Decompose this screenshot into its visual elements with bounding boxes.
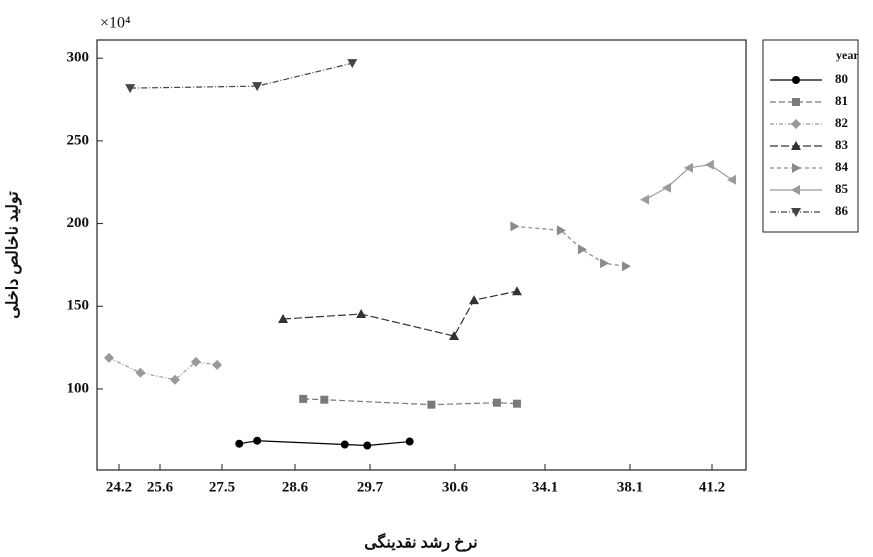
x-tick-label: 41.2 (699, 479, 725, 495)
marker (212, 359, 223, 370)
marker (727, 174, 737, 185)
marker (791, 141, 801, 150)
y-tick-label: 100 (67, 380, 90, 396)
marker (347, 59, 358, 69)
marker (469, 295, 480, 305)
marker (299, 394, 308, 403)
series-line (239, 440, 410, 447)
x-tick-label: 27.5 (209, 479, 235, 495)
marker (427, 400, 436, 409)
marker (792, 98, 800, 106)
marker (492, 398, 501, 407)
legend-label: 82 (835, 115, 848, 130)
marker (104, 352, 115, 363)
y-axis-label: تولید ناخالص داخلی (5, 191, 23, 319)
y-tick-label: 250 (67, 132, 90, 148)
marker (125, 84, 136, 94)
x-tick-label: 29.7 (357, 479, 384, 495)
x-tick-label: 25.6 (147, 479, 174, 495)
marker (791, 208, 801, 217)
marker (791, 185, 800, 195)
marker (512, 399, 521, 408)
marker (253, 436, 262, 445)
series-line (283, 290, 518, 337)
legend-title: year (836, 48, 859, 62)
marker (278, 314, 289, 324)
multiplier: ×10⁴ (100, 15, 131, 32)
x-axis-label: نرخ رشد نقدینگی (364, 533, 478, 553)
series-line (303, 398, 518, 406)
marker (405, 437, 414, 446)
marker (363, 441, 372, 450)
marker (252, 82, 263, 92)
marker (340, 440, 349, 449)
legend-label: 83 (835, 137, 849, 152)
marker (170, 374, 181, 385)
marker (704, 159, 714, 170)
plot-frame (96, 39, 747, 471)
y-tick-label: 200 (67, 215, 90, 231)
marker (662, 182, 672, 193)
marker (791, 119, 801, 129)
marker (235, 439, 244, 448)
y-tick-label: 300 (67, 50, 90, 66)
x-tick-label: 28.6 (282, 479, 309, 495)
y-tick-label: 150 (67, 298, 90, 314)
series-line (130, 62, 353, 89)
marker (320, 395, 329, 404)
marker (135, 367, 146, 378)
x-tick-label: 24.2 (106, 479, 132, 495)
marker (449, 331, 460, 341)
marker (683, 162, 693, 173)
marker (577, 244, 587, 255)
x-tick-label: 38.1 (617, 479, 643, 495)
series-line (108, 357, 218, 381)
x-tick-label: 34.1 (532, 479, 558, 495)
marker (792, 163, 801, 173)
marker (556, 225, 566, 236)
series-line (514, 225, 627, 267)
legend-label: 86 (835, 203, 849, 218)
legend-label: 80 (835, 71, 848, 86)
marker (511, 286, 522, 296)
marker (190, 356, 201, 367)
marker (621, 261, 631, 272)
marker (510, 221, 520, 232)
marker (356, 309, 367, 319)
legend-label: 81 (835, 93, 848, 108)
legend-label: 85 (835, 181, 849, 196)
legend-label: 84 (835, 159, 849, 174)
marker (640, 194, 650, 205)
marker (792, 76, 800, 84)
legend-box (762, 39, 859, 233)
x-tick-label: 30.6 (442, 479, 469, 495)
marker (600, 258, 610, 269)
